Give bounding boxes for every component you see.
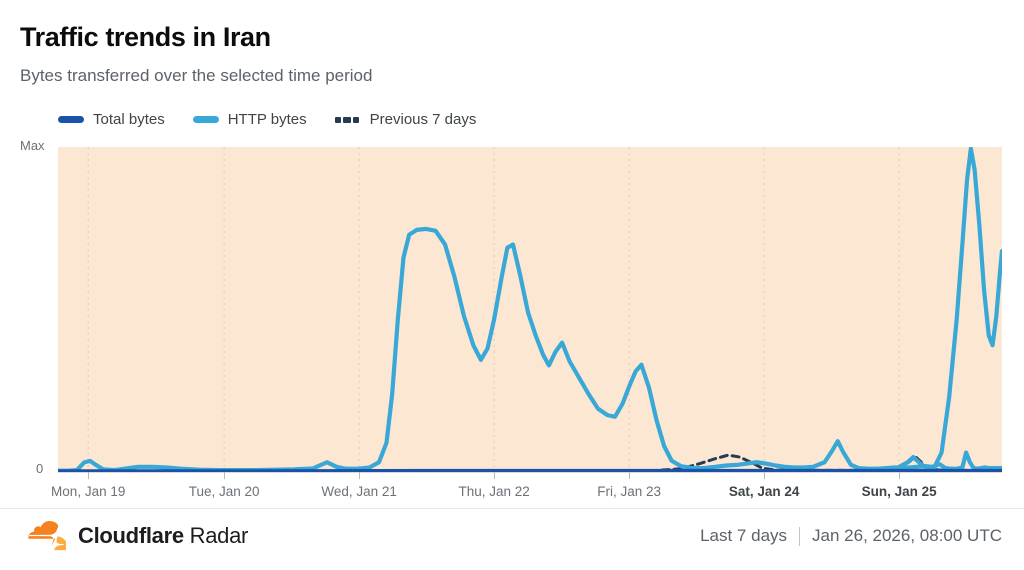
x-axis-tick: [359, 472, 361, 479]
y-axis-zero-label: 0: [36, 461, 44, 476]
timestamp-label: Jan 26, 2026, 08:00 UTC: [812, 526, 1002, 545]
legend-item-http-bytes[interactable]: HTTP bytes: [192, 111, 307, 128]
legend-swatch-previous-7-days: [334, 116, 361, 123]
x-axis-label: Sat, Jan 24: [728, 484, 800, 499]
cloudflare-radar-brand: Cloudflare Radar: [20, 521, 248, 551]
brand-name-bold: Cloudflare: [78, 523, 184, 548]
x-axis-label: Thu, Jan 22: [458, 484, 530, 499]
meta-separator: [799, 526, 801, 546]
x-axis-labels: Mon, Jan 19 Tue, Jan 20 Wed, Jan 21 Thu, Ja…: [0, 484, 1024, 506]
legend-item-total-bytes[interactable]: Total bytes: [58, 112, 165, 127]
cloudflare-logo-icon: [28, 521, 66, 551]
x-axis-tick: [494, 472, 496, 479]
chart-series-line: [896, 147, 1002, 471]
x-axis-label: Mon, Jan 19: [51, 484, 126, 499]
x-axis-tick: [629, 472, 631, 479]
x-axis-label: Fri, Jan 23: [597, 484, 661, 499]
x-axis-line: [58, 472, 1002, 473]
x-axis-tick: [899, 472, 901, 479]
time-range-label: Last 7 days: [700, 526, 788, 545]
legend-swatch-total-bytes: [58, 116, 84, 123]
y-axis-max-label: Max: [20, 138, 45, 153]
x-axis-label: Wed, Jan 21: [321, 484, 397, 499]
page-title: Traffic trends in Iran: [20, 22, 271, 52]
x-axis-tick: [764, 472, 766, 479]
x-axis-tick: [88, 472, 90, 479]
x-axis-label: Sun, Jan 25: [861, 484, 937, 499]
legend-label-previous-7-days: Previous 7 days: [369, 111, 477, 128]
chart-plot-area[interactable]: [58, 147, 1002, 472]
brand-name-light: Radar: [189, 523, 249, 548]
page-subtitle: Bytes transferred over the selected time…: [20, 66, 373, 85]
legend-item-previous-7-days[interactable]: Previous 7 days: [334, 111, 477, 128]
chart-legend: Total bytes HTTP bytes Previous 7 days: [58, 112, 504, 127]
brand-wordmark: Cloudflare Radar: [78, 523, 248, 549]
x-axis-label: Tue, Jan 20: [188, 484, 260, 499]
x-axis-tick: [224, 472, 226, 479]
legend-label-total-bytes: Total bytes: [93, 111, 165, 128]
chart-canvas: [58, 147, 1002, 472]
footer-divider: [0, 508, 1024, 509]
chart-series-line: [58, 226, 1002, 472]
legend-swatch-http-bytes: [192, 116, 219, 123]
chart-footer-meta: Last 7 days Jan 26, 2026, 08:00 UTC: [700, 526, 1002, 546]
legend-label-http-bytes: HTTP bytes: [227, 111, 307, 128]
